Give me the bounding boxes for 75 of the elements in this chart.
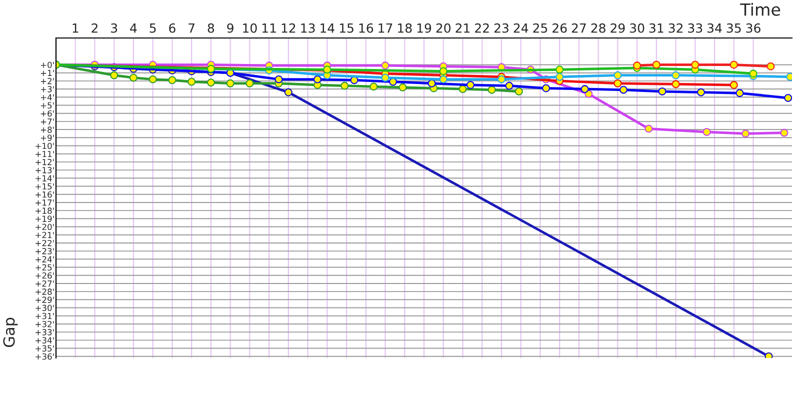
y-tick-label: +8' bbox=[40, 126, 54, 133]
y-tick-label: +34' bbox=[36, 337, 54, 344]
y-tick-label: +7' bbox=[40, 118, 54, 125]
x-tick-label: 18 bbox=[398, 23, 412, 33]
y-tick-label: +27' bbox=[36, 280, 54, 287]
x-tick-label: 35 bbox=[726, 23, 741, 33]
x-tick-label: 15 bbox=[340, 24, 354, 33]
y-tick-label: +11' bbox=[36, 150, 54, 158]
x-tick-label: 14 bbox=[320, 24, 334, 33]
x-tick-label: 26 bbox=[552, 23, 567, 33]
x-tick-label: 10 bbox=[243, 23, 257, 33]
x-tick-label: 5 bbox=[150, 24, 156, 33]
y-tick-label: +1' bbox=[40, 70, 54, 76]
y-tick-label: +22' bbox=[36, 240, 54, 246]
x-tick-label: 19 bbox=[417, 23, 432, 33]
y-tick-label: +9' bbox=[40, 134, 54, 141]
x-tick-label: 25 bbox=[533, 23, 548, 33]
y-tick-label: +5' bbox=[40, 102, 54, 109]
x-tick-label: 20 bbox=[436, 23, 450, 33]
x-tick-label: 22 bbox=[475, 23, 489, 33]
x-tick-label: 4 bbox=[130, 24, 137, 33]
y-tick-label: +12' bbox=[36, 158, 54, 166]
x-tick-label: 11 bbox=[262, 24, 276, 33]
x-axis-title: Time bbox=[740, 2, 780, 16]
y-tick-label: +33' bbox=[36, 329, 54, 336]
y-tick-label: +21' bbox=[36, 232, 54, 238]
y-tick-label: +35' bbox=[36, 345, 54, 352]
y-tick-label: +14' bbox=[36, 175, 54, 182]
y-tick-label: +13' bbox=[36, 167, 54, 174]
y-tick-label: +3' bbox=[40, 86, 54, 92]
x-tick-label: 8 bbox=[208, 23, 214, 33]
y-tick-label: +26' bbox=[36, 272, 54, 279]
x-tick-label: 29 bbox=[610, 23, 625, 33]
y-tick-label: +30' bbox=[36, 304, 54, 312]
y-tick-label: +28' bbox=[36, 288, 54, 295]
y-tick-label: +36' bbox=[36, 353, 54, 360]
y-tick-label: +25' bbox=[36, 264, 54, 271]
x-tick-label: 23 bbox=[494, 23, 508, 33]
x-tick-label: 2 bbox=[92, 23, 98, 33]
y-tick-label: +23' bbox=[36, 248, 54, 254]
x-tick-label: 33 bbox=[688, 23, 702, 33]
x-tick-label: 24 bbox=[514, 23, 528, 33]
y-tick-label: +16' bbox=[36, 191, 54, 198]
y-tick-label: +29' bbox=[36, 296, 54, 303]
x-tick-label: 1 bbox=[72, 24, 78, 33]
x-tick-label: 7 bbox=[188, 24, 194, 33]
y-tick-label: +10' bbox=[36, 142, 54, 150]
x-tick-label: 12 bbox=[282, 23, 296, 33]
y-axis-title: Gap bbox=[3, 318, 18, 347]
y-tick-label: +0' bbox=[40, 62, 54, 68]
x-tick-label: 31 bbox=[649, 23, 664, 33]
y-tick-label: +18' bbox=[36, 208, 54, 214]
y-tick-label: +20' bbox=[36, 224, 54, 230]
x-tick-label: 17 bbox=[378, 24, 392, 33]
x-tick-label: 32 bbox=[668, 23, 682, 33]
y-tick-label: +31' bbox=[36, 312, 54, 320]
x-tick-label: 36 bbox=[746, 23, 760, 33]
x-tick-label: 3 bbox=[111, 23, 118, 33]
x-tick-label: 13 bbox=[301, 23, 315, 33]
y-tick-label: +19' bbox=[36, 216, 54, 222]
x-tick-label: 9 bbox=[227, 23, 234, 33]
x-tick-label: 27 bbox=[572, 23, 586, 33]
x-tick-label: 21 bbox=[456, 23, 470, 33]
y-tick-label: +6' bbox=[40, 110, 54, 117]
y-tick-label: +15' bbox=[36, 183, 54, 190]
x-tick-label: 34 bbox=[708, 23, 722, 33]
y-tick-label: +24' bbox=[36, 256, 54, 262]
x-tick-label: 16 bbox=[359, 23, 374, 33]
y-tick-label: +4' bbox=[40, 94, 54, 100]
y-tick-label: +2' bbox=[40, 78, 54, 84]
y-tick-label: +17' bbox=[36, 200, 54, 206]
y-tick-label: +32' bbox=[36, 320, 54, 328]
x-tick-label: 30 bbox=[630, 23, 644, 33]
x-tick-label: 28 bbox=[591, 23, 606, 33]
x-tick-label: 6 bbox=[169, 23, 176, 33]
